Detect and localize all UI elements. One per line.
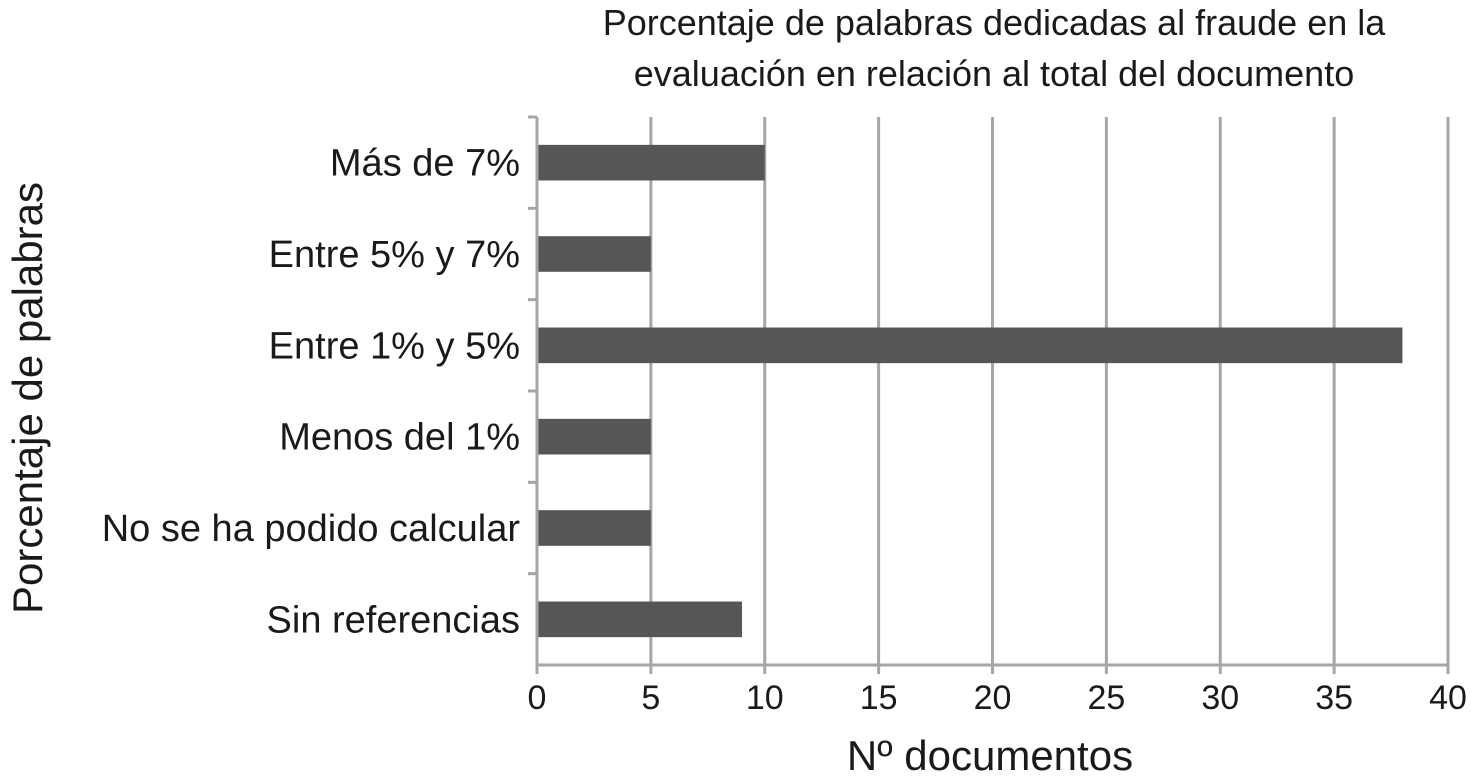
axes <box>528 115 1450 674</box>
x-tick-label: 40 <box>1429 679 1467 717</box>
category-label: Entre 5% y 7% <box>269 234 520 276</box>
x-tick-label: 5 <box>641 679 660 717</box>
x-axis-title: Nº documentos <box>847 732 1133 779</box>
x-tick-label: 25 <box>1087 679 1125 717</box>
category-label: No se ha podido calcular <box>102 508 521 550</box>
bar <box>537 327 1403 364</box>
chart-title-line-2: evaluación en relación al total del docu… <box>634 53 1354 94</box>
x-tick-label: 0 <box>528 679 547 717</box>
bar <box>537 418 651 455</box>
bar <box>537 601 742 638</box>
bar <box>537 510 651 546</box>
category-labels: Más de 7% Entre 5% y 7% Entre 1% y 5% Menos… <box>102 143 521 642</box>
category-label: Menos del 1% <box>279 417 520 459</box>
x-tick-label: 20 <box>974 679 1012 717</box>
category-label: Sin referencias <box>267 599 520 641</box>
chart-title-line-1: Porcentaje de palabras dedicadas al frau… <box>603 2 1387 43</box>
category-label: Más de 7% <box>330 143 520 185</box>
bar <box>537 144 765 181</box>
x-tick-label: 30 <box>1201 679 1239 717</box>
category-label: Entre 1% y 5% <box>269 325 520 367</box>
gridlines <box>649 117 1450 665</box>
x-tick-label: 35 <box>1315 679 1353 717</box>
x-tick-labels: 0 5 10 15 20 25 30 35 40 <box>528 679 1467 717</box>
bars <box>537 144 1403 638</box>
bar <box>537 236 651 272</box>
x-tick-label: 15 <box>860 679 898 717</box>
y-axis-title: Porcentaje de palabras <box>4 182 51 614</box>
x-tick-label: 10 <box>746 679 784 717</box>
